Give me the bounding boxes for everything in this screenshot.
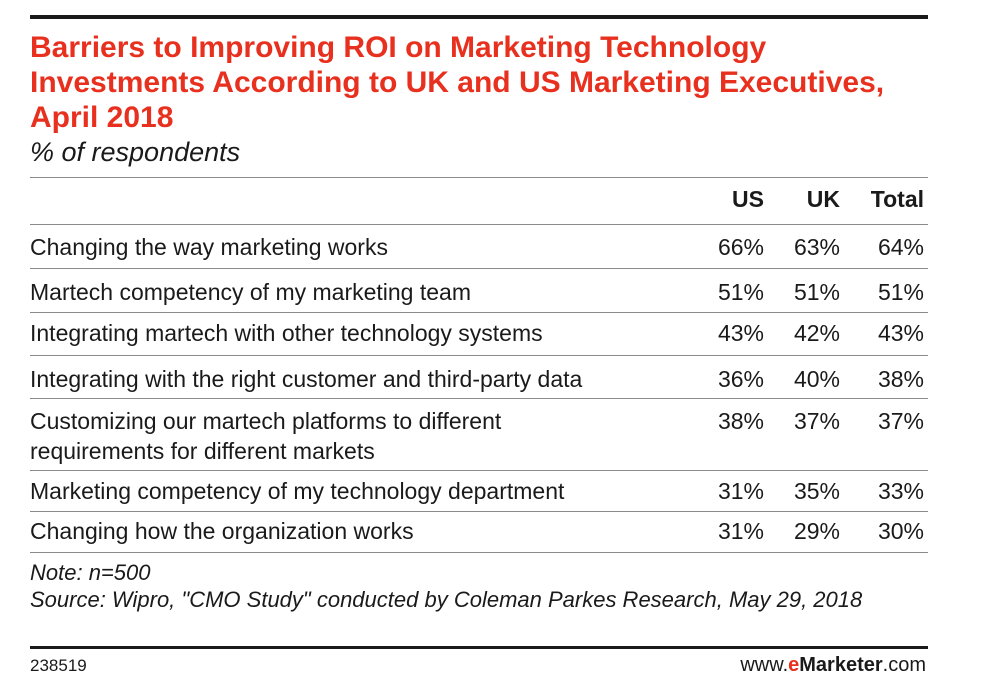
cell-uk: 35% (793, 478, 840, 504)
brand-logo: www.eMarketer.com (740, 653, 926, 677)
cell-uk: 42% (793, 320, 840, 346)
row-rule (30, 552, 928, 553)
chart-subtitle: % of respondents (30, 137, 241, 167)
cell-uk: 40% (793, 366, 840, 392)
cell-us: 38% (717, 408, 764, 434)
column-header-total: Total (870, 186, 924, 212)
column-header-us: US (732, 186, 764, 212)
column-header-uk: UK (806, 186, 840, 212)
cell-uk: 29% (793, 518, 840, 544)
chart-id: 238519 (30, 656, 87, 675)
header-bottom-rule (30, 224, 928, 225)
chart-card: Barriers to Improving ROI on Marketing T… (30, 0, 928, 687)
row-rule (30, 268, 928, 269)
bottom-rule (30, 646, 928, 649)
row-label: Marketing competency of my technology de… (30, 478, 565, 504)
cell-uk: 63% (793, 234, 840, 260)
row-rule (30, 355, 928, 356)
cell-uk: 51% (793, 279, 840, 305)
cell-us: 36% (717, 366, 764, 392)
cell-total: 51% (877, 279, 924, 305)
top-rule (30, 15, 928, 19)
brand-prefix: www. (740, 654, 789, 676)
row-label: Changing the way marketing works (30, 234, 388, 260)
header-top-rule (30, 177, 928, 178)
row-label: Integrating martech with other technolog… (30, 320, 543, 346)
cell-total: 30% (877, 518, 924, 544)
note: Note: n=500 (30, 560, 151, 585)
cell-us: 43% (717, 320, 764, 346)
cell-total: 33% (877, 478, 924, 504)
cell-us: 31% (717, 478, 764, 504)
cell-total: 37% (877, 408, 924, 434)
row-rule (30, 312, 928, 313)
cell-us: 66% (717, 234, 764, 260)
cell-total: 43% (877, 320, 924, 346)
row-label: Martech competency of my marketing team (30, 279, 471, 305)
source: Source: Wipro, "CMO Study" conducted by … (30, 587, 863, 612)
row-rule (30, 511, 928, 512)
brand-suffix: .com (882, 654, 926, 676)
row-rule (30, 398, 928, 399)
brand-e: e (788, 654, 800, 676)
cell-us: 51% (717, 279, 764, 305)
cell-us: 31% (717, 518, 764, 544)
row-label: Integrating with the right customer and … (30, 366, 583, 392)
brand-marketer: Marketer (799, 654, 883, 676)
row-label: Customizing our martech platforms to dif… (30, 408, 502, 464)
row-rule (30, 470, 928, 471)
cell-total: 38% (877, 366, 924, 392)
cell-uk: 37% (793, 408, 840, 434)
chart-title: Barriers to Improving ROI on Marketing T… (30, 31, 885, 134)
row-label: Changing how the organization works (30, 518, 414, 544)
cell-total: 64% (877, 234, 924, 260)
